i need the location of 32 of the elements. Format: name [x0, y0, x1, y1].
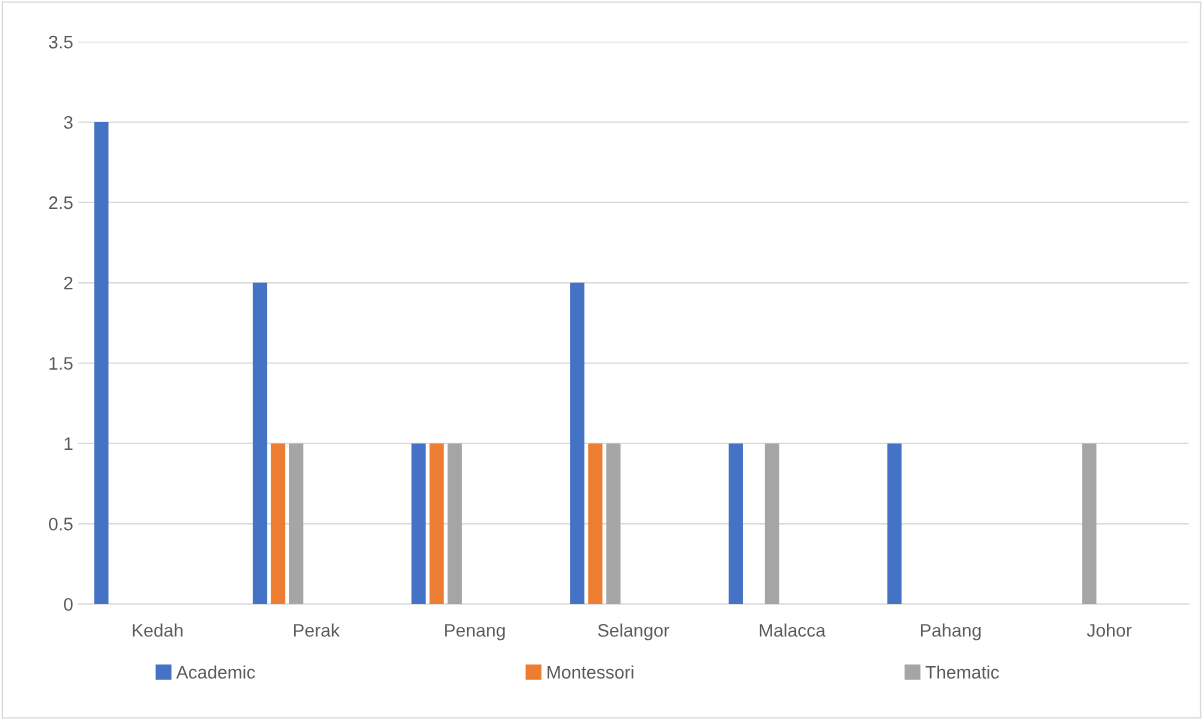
- legend-label: Montessori: [547, 665, 634, 679]
- y-tick-label: 2: [64, 276, 73, 290]
- y-tick-label: 3.5: [48, 35, 73, 49]
- bar: [447, 443, 462, 605]
- legend-label: Thematic: [925, 665, 999, 679]
- bar: [588, 443, 603, 605]
- x-tick-label: Pahang: [920, 623, 981, 641]
- bar: [289, 443, 304, 605]
- legend-label: Academic: [176, 665, 255, 679]
- y-tick-label: 0.5: [48, 517, 73, 531]
- y-tick-label: 3: [63, 116, 73, 129]
- bar: [411, 443, 426, 605]
- x-tick-label: Malacca: [759, 623, 826, 637]
- bar: [270, 443, 286, 605]
- x-tick-label: Perak: [294, 623, 340, 637]
- bar: [728, 443, 743, 605]
- y-tick-label: 2.5: [49, 196, 73, 210]
- bar: [764, 443, 780, 605]
- bar: [429, 443, 444, 605]
- x-tick-label: Selangor: [598, 623, 670, 641]
- y-tick-label: 1: [64, 437, 73, 450]
- bar: [887, 443, 902, 605]
- bar: [252, 282, 268, 605]
- x-tick-label: Johor: [1086, 623, 1132, 637]
- bar: [94, 122, 109, 605]
- x-tick-label: Penang: [445, 624, 505, 641]
- bar: [606, 443, 621, 605]
- bar: [570, 282, 585, 605]
- y-tick-label: 1.5: [49, 357, 73, 370]
- y-tick-label: 0: [64, 598, 73, 611]
- x-tick-label: Kedah: [132, 623, 183, 637]
- bar: [1082, 443, 1097, 605]
